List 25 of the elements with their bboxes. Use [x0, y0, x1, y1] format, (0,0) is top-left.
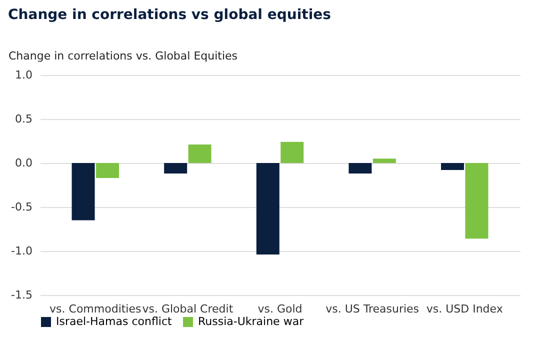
legend-label: Israel-Hamas conflict	[56, 315, 173, 328]
x-tick-label: vs. Commodities	[50, 302, 142, 316]
bar	[96, 163, 119, 178]
y-tick-label: -0.5	[11, 200, 32, 214]
bar	[441, 163, 464, 170]
y-tick-label: 0.0	[15, 156, 32, 170]
y-tick-label: 0.5	[15, 112, 32, 126]
bar	[372, 158, 396, 163]
y-tick-label: -1.5	[11, 288, 32, 302]
bar	[348, 163, 372, 174]
bar	[465, 163, 488, 239]
bar	[256, 163, 280, 255]
x-tick-label: vs. US Treasuries	[326, 302, 420, 316]
x-tick-label: vs. Global Credit	[142, 302, 234, 316]
legend-label: Russia-Ukraine war	[198, 315, 304, 328]
y-tick-label: -1.0	[11, 244, 32, 258]
chart-title: Change in correlations vs global equities	[8, 7, 331, 23]
x-tick-label: vs. USD Index	[426, 302, 504, 316]
bar	[188, 144, 212, 163]
y-axis-title: Change in correlations vs. Global Equities	[8, 50, 238, 62]
bar	[164, 163, 188, 174]
x-tick-label: vs. Gold	[258, 302, 302, 316]
bar	[72, 163, 95, 220]
bar	[280, 142, 304, 163]
y-tick-label: 1.0	[15, 68, 32, 82]
